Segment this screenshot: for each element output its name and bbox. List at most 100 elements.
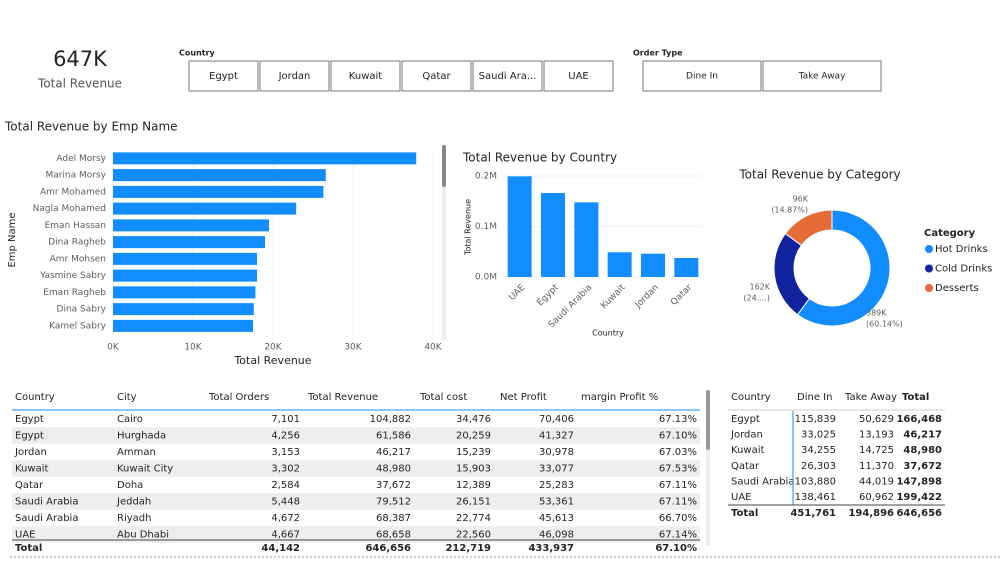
legend-marker[interactable] — [925, 245, 933, 253]
cell: 26,151 — [456, 497, 491, 508]
total-cell: 44,142 — [261, 543, 300, 554]
y-tick-label: 0.1M — [475, 222, 497, 232]
slicer-item[interactable]: Jordan — [278, 71, 311, 82]
column-header: Country — [15, 392, 55, 403]
row-band — [12, 460, 700, 477]
bar — [113, 202, 297, 215]
y-tick-label: Kamel Sabry — [49, 321, 107, 331]
cell: 12,389 — [456, 480, 491, 491]
column-header: Net Profit — [500, 392, 547, 403]
cell: 67.11% — [659, 480, 697, 491]
cell: 44,019 — [859, 476, 894, 487]
cell: Egypt — [731, 414, 760, 425]
data-label-percent: (14.87%) — [771, 206, 808, 215]
bar — [674, 257, 699, 277]
cell: 41,327 — [539, 431, 574, 442]
cell: 67.11% — [659, 497, 697, 508]
cell: 104,882 — [370, 414, 411, 425]
cell: 7,101 — [271, 414, 300, 425]
y-tick-label: Amr Mohamed — [40, 187, 106, 197]
cell: Doha — [117, 480, 143, 491]
cell: 166,468 — [896, 414, 942, 425]
cell: Egypt — [15, 431, 44, 442]
cell: 14,725 — [859, 445, 894, 456]
slicer-button[interactable] — [188, 60, 259, 92]
column-header: margin Profit % — [581, 392, 658, 403]
row-band — [12, 427, 700, 444]
donut-slice — [784, 209, 833, 247]
column-header: City — [117, 392, 137, 403]
bar — [113, 303, 254, 316]
slicer-button[interactable] — [259, 60, 330, 92]
y-tick-label: Yasmine Sabry — [39, 271, 106, 281]
cell: 25,283 — [539, 480, 574, 491]
cell: UAE — [731, 492, 751, 503]
cell: Jeddah — [116, 497, 151, 508]
column-header: Total cost — [419, 392, 467, 403]
slicer-item[interactable]: Saudi Ara... — [479, 71, 537, 82]
cell: 46,217 — [376, 447, 411, 458]
legend-marker[interactable] — [925, 284, 933, 292]
slicer-button[interactable] — [330, 60, 401, 92]
cell: Qatar — [731, 461, 760, 472]
legend-marker[interactable] — [925, 264, 933, 273]
cell: Kuwait City — [117, 464, 173, 475]
x-tick-label: 20K — [264, 343, 282, 353]
cell: 199,422 — [896, 492, 942, 503]
legend-title: Category — [924, 228, 976, 239]
bar — [113, 286, 256, 299]
y-tick-label: Amr Mohsen — [50, 254, 106, 264]
slicer-button[interactable] — [642, 60, 762, 92]
cell: 11,370 — [859, 461, 894, 472]
kpi-label: Total Revenue — [37, 77, 122, 91]
data-label-percent: (24....) — [743, 294, 770, 303]
cell: Saudi Arabia — [15, 497, 78, 508]
cell: 15,903 — [456, 464, 491, 475]
cell: Jordan — [730, 430, 763, 441]
slicer-button[interactable] — [401, 60, 472, 92]
cell: 70,406 — [539, 414, 574, 425]
slicer-button[interactable] — [472, 60, 543, 92]
legend-label[interactable]: Hot Drinks — [935, 244, 988, 255]
total-cell: 67.10% — [655, 543, 697, 554]
cell: 48,980 — [903, 445, 942, 456]
total-cell: Total — [15, 543, 42, 554]
cell: 4,256 — [271, 431, 300, 442]
slicer-button[interactable] — [543, 60, 614, 92]
slicer-button[interactable] — [762, 60, 882, 92]
total-cell: Total — [731, 508, 758, 519]
total-cell: 212,719 — [445, 543, 491, 554]
bar — [113, 152, 417, 165]
y-axis-title: Emp Name — [7, 212, 18, 267]
bar — [113, 252, 257, 265]
y-tick-label: Eman Hassan — [45, 221, 106, 231]
slicer-item[interactable]: Take Away — [798, 72, 846, 82]
cell: Abu Dhabi — [117, 530, 169, 541]
cell: 33,077 — [539, 464, 574, 475]
cell: 67.53% — [659, 464, 697, 475]
slicer-item[interactable]: Qatar — [422, 71, 451, 82]
slicer-item[interactable]: Egypt — [209, 71, 238, 82]
cell: 67.13% — [659, 414, 697, 425]
bar — [507, 176, 532, 277]
cell: 68,387 — [376, 513, 411, 524]
chart-title: Total Revenue by Emp Name — [4, 120, 178, 134]
data-label-percent: (60.14%) — [866, 320, 903, 329]
slicer-item[interactable]: Dine In — [686, 72, 718, 82]
bar — [113, 219, 269, 232]
cell: Saudi Arabia — [15, 513, 78, 524]
cell: 61,586 — [376, 431, 411, 442]
legend-label[interactable]: Cold Drinks — [935, 264, 992, 275]
cell: 115,839 — [795, 414, 836, 425]
total-cell: 194,896 — [848, 508, 894, 519]
scroll-thumb[interactable] — [442, 145, 446, 187]
slicer-item[interactable]: Kuwait — [349, 71, 382, 82]
cell: Jordan — [14, 447, 47, 458]
cell: 67.03% — [659, 447, 697, 458]
legend-label[interactable]: Desserts — [935, 283, 979, 294]
total-cell: 433,937 — [528, 543, 574, 554]
cell: 37,672 — [903, 461, 942, 472]
slicer-item[interactable]: UAE — [568, 71, 588, 82]
cell: 67.14% — [659, 530, 697, 541]
scroll-thumb[interactable] — [706, 390, 710, 450]
